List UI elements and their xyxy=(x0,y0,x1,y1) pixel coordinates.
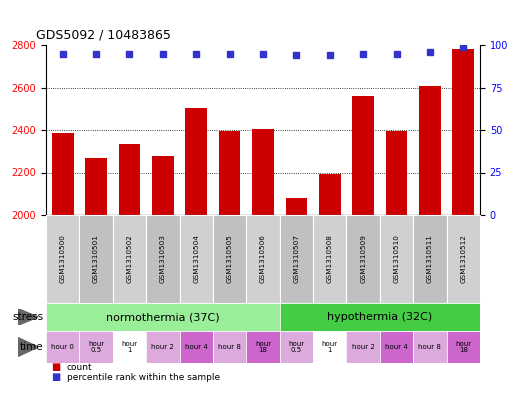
Bar xyxy=(413,331,447,363)
Text: ■: ■ xyxy=(51,362,60,372)
Text: GSM1310511: GSM1310511 xyxy=(427,235,433,283)
Bar xyxy=(152,156,174,215)
Bar xyxy=(346,215,380,303)
Text: hour 2: hour 2 xyxy=(352,344,375,350)
Bar xyxy=(346,331,380,363)
Text: GSM1310506: GSM1310506 xyxy=(260,235,266,283)
Text: hour 4: hour 4 xyxy=(185,344,207,350)
Text: hour
1: hour 1 xyxy=(121,340,138,353)
Text: normothermia (37C): normothermia (37C) xyxy=(106,312,220,322)
Text: GSM1310500: GSM1310500 xyxy=(60,235,66,283)
Bar xyxy=(180,215,213,303)
Text: GSM1310504: GSM1310504 xyxy=(193,235,199,283)
Bar xyxy=(280,215,313,303)
Bar xyxy=(453,49,474,215)
Bar xyxy=(52,133,74,215)
Text: percentile rank within the sample: percentile rank within the sample xyxy=(67,373,220,382)
Text: hour
0.5: hour 0.5 xyxy=(88,340,104,353)
Text: hour 8: hour 8 xyxy=(418,344,441,350)
Bar xyxy=(246,331,280,363)
Bar xyxy=(185,108,207,215)
Text: hour 0: hour 0 xyxy=(51,344,74,350)
Bar xyxy=(213,215,246,303)
Text: hypothermia (32C): hypothermia (32C) xyxy=(327,312,432,322)
Text: GSM1310508: GSM1310508 xyxy=(327,235,333,283)
Text: GSM1310512: GSM1310512 xyxy=(460,235,466,283)
Bar xyxy=(313,331,346,363)
Bar xyxy=(447,215,480,303)
Bar xyxy=(79,215,113,303)
Polygon shape xyxy=(18,309,38,325)
Bar xyxy=(419,86,441,215)
Text: count: count xyxy=(67,363,92,372)
Text: time: time xyxy=(20,342,43,352)
Bar xyxy=(246,215,280,303)
Text: GSM1310505: GSM1310505 xyxy=(227,235,233,283)
Bar xyxy=(46,331,79,363)
Bar xyxy=(252,129,274,215)
Bar xyxy=(380,215,413,303)
Text: hour
18: hour 18 xyxy=(255,340,271,353)
Bar xyxy=(352,96,374,215)
Bar xyxy=(113,331,146,363)
Bar xyxy=(85,158,107,215)
Bar xyxy=(413,215,447,303)
Text: ■: ■ xyxy=(51,372,60,382)
Bar xyxy=(213,331,246,363)
Bar xyxy=(219,131,240,215)
Polygon shape xyxy=(18,338,38,356)
Bar xyxy=(113,215,146,303)
Bar xyxy=(46,303,280,331)
Text: GSM1310503: GSM1310503 xyxy=(160,235,166,283)
Text: hour
0.5: hour 0.5 xyxy=(288,340,304,353)
Bar xyxy=(46,215,79,303)
Text: hour
18: hour 18 xyxy=(455,340,472,353)
Bar xyxy=(79,331,113,363)
Text: GSM1310509: GSM1310509 xyxy=(360,235,366,283)
Bar xyxy=(380,331,413,363)
Bar xyxy=(146,331,180,363)
Bar xyxy=(313,215,346,303)
Bar xyxy=(447,331,480,363)
Text: hour 8: hour 8 xyxy=(218,344,241,350)
Text: GSM1310502: GSM1310502 xyxy=(126,235,133,283)
Bar xyxy=(180,331,213,363)
Bar xyxy=(285,198,307,215)
Bar xyxy=(319,174,341,215)
Text: GSM1310510: GSM1310510 xyxy=(394,235,399,283)
Bar xyxy=(146,215,180,303)
Text: GSM1310507: GSM1310507 xyxy=(294,235,299,283)
Bar xyxy=(280,303,480,331)
Text: GSM1310501: GSM1310501 xyxy=(93,235,99,283)
Text: hour 2: hour 2 xyxy=(152,344,174,350)
Bar xyxy=(280,331,313,363)
Text: hour 4: hour 4 xyxy=(385,344,408,350)
Text: hour
1: hour 1 xyxy=(321,340,338,353)
Bar xyxy=(119,144,140,215)
Text: stress: stress xyxy=(12,312,43,322)
Text: GDS5092 / 10483865: GDS5092 / 10483865 xyxy=(36,28,171,41)
Bar xyxy=(385,131,408,215)
